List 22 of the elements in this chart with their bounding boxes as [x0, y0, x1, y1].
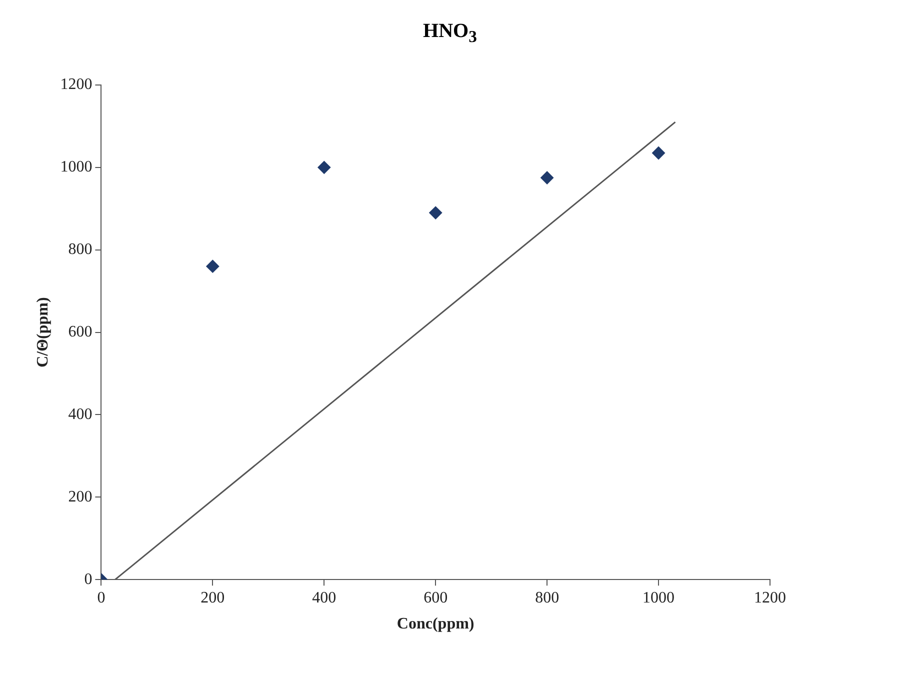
x-tick-label: 400: [312, 589, 336, 606]
point: [206, 260, 220, 273]
x-tick-label: 1200: [754, 589, 786, 606]
y-tick-label: 1200: [60, 76, 92, 94]
y-tick-label: 200: [68, 488, 92, 506]
y-tick-label: 1000: [60, 158, 92, 176]
point: [318, 160, 331, 174]
chart-title: HNO$_{3}$: [422, 20, 478, 47]
x-tick-label: 0: [97, 589, 106, 606]
point: [652, 146, 666, 160]
y-axis-title: C/Θ(ppm): [34, 297, 52, 368]
point: [429, 206, 442, 220]
x-axis-title: Conc(ppm): [396, 616, 474, 633]
y-tick-label: 800: [68, 241, 92, 258]
x-tick-label: 600: [424, 589, 448, 606]
x-tick-label: 800: [535, 589, 560, 606]
y-tick-label: 0: [84, 570, 92, 588]
y-tick-label: 600: [68, 324, 92, 341]
y-tick-label: 400: [68, 406, 92, 423]
x-tick-label: 1000: [642, 589, 675, 606]
point: [540, 171, 554, 184]
x-tick-label: 200: [200, 589, 225, 606]
